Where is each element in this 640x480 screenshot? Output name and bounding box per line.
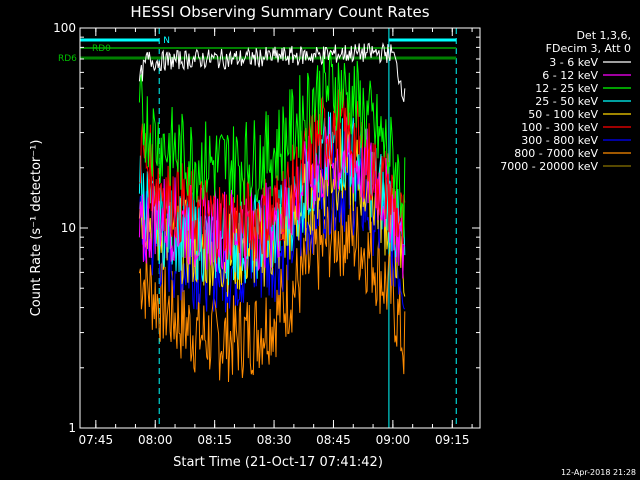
x-tick-label-5: 09:00: [376, 433, 411, 447]
y-tick-label-0: 1: [68, 421, 76, 435]
footer-date: 12-Apr-2018 21:28: [561, 468, 636, 477]
y-axis-label: Count Rate (s⁻¹ detector⁻¹): [29, 140, 44, 317]
legend-label-5: 100 - 300 keV: [521, 121, 598, 134]
y-tick-label-2: 100: [53, 21, 76, 35]
series-line-6: [138, 143, 406, 313]
legend-label-8: 7000 - 20000 keV: [500, 160, 598, 173]
y-tick-label-1: 10: [61, 221, 76, 235]
x-axis-label: Start Time (21-Oct-17 07:41:42): [173, 455, 383, 470]
rd6-label: RD6: [58, 54, 77, 64]
series-line-7: [138, 190, 406, 383]
legend-header-1: Det 1,3,6,: [576, 29, 631, 42]
legend-label-4: 50 - 100 keV: [528, 108, 598, 121]
series-line-0: [138, 42, 406, 102]
x-tick-label-3: 08:30: [257, 433, 292, 447]
legend-header-2: FDecim 3, Att 0: [546, 42, 631, 55]
legend-label-1: 6 - 12 keV: [542, 69, 598, 82]
x-axis: 07:45 08:00 08:15 08:30 08:45 09:00 09:15: [79, 28, 473, 447]
rd0-label: RD0: [92, 44, 111, 54]
x-tick-label-6: 09:15: [435, 433, 470, 447]
x-tick-label-2: 08:15: [197, 433, 232, 447]
x-tick-label-4: 08:45: [316, 433, 351, 447]
legend-label-0: 3 - 6 keV: [549, 56, 598, 69]
plot-area: N RD0 RD6: [58, 28, 457, 428]
x-tick-label-0: 07:45: [79, 433, 114, 447]
n-label: N: [163, 36, 170, 46]
series-line-5: [139, 87, 406, 264]
y-axis: 1 10 100: [53, 21, 480, 435]
series-line-2: [138, 48, 406, 238]
series-line-1: [138, 114, 406, 279]
chart-title: HESSI Observing Summary Count Rates: [130, 3, 429, 21]
legend-label-6: 300 - 800 keV: [521, 134, 598, 147]
legend-label-7: 800 - 7000 keV: [514, 147, 598, 160]
legend-label-3: 25 - 50 keV: [535, 95, 598, 108]
x-tick-label-1: 08:00: [138, 433, 173, 447]
legend-label-2: 12 - 25 keV: [535, 82, 598, 95]
